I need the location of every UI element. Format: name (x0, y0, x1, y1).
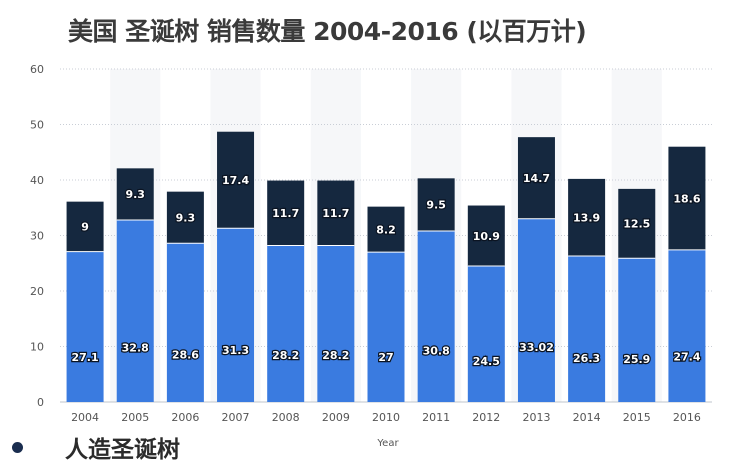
bar-segment-lower (517, 218, 555, 402)
bars (66, 131, 706, 402)
data-label: 28.2 (272, 349, 299, 362)
bar-segment-upper (367, 206, 405, 253)
bar-segment-upper (467, 205, 505, 267)
data-label: 28.6 (172, 348, 199, 361)
x-axis: 2004 2005 2006 2007 2008 2009 2010 2011 2012 2013… (71, 411, 701, 424)
data-label: 27.4 (673, 350, 700, 363)
x-tick-label: 2013 (522, 411, 550, 424)
data-label: 17.4 (222, 174, 249, 187)
data-label: 30.8 (423, 345, 450, 358)
bar-segment-upper (517, 137, 555, 219)
x-tick-label: 2015 (623, 411, 651, 424)
bar-segment-lower (116, 219, 154, 402)
data-label: 11.7 (322, 207, 349, 220)
y-axis: 0 10 20 30 40 50 60 (30, 63, 44, 409)
data-label: 14.7 (523, 172, 550, 185)
legend: 人造圣诞树 (12, 432, 180, 463)
data-label: 9.3 (125, 188, 145, 201)
y-tick-label: 60 (30, 63, 44, 76)
x-tick-label: 2011 (422, 411, 450, 424)
x-tick-label: 2005 (121, 411, 149, 424)
bar-segment-upper (267, 180, 305, 246)
bar-segment-upper (618, 188, 656, 259)
data-label: 12.5 (623, 218, 650, 231)
x-tick-label: 2007 (222, 411, 250, 424)
bar-segment-lower (467, 266, 505, 402)
x-tick-label: 2010 (372, 411, 400, 424)
bar-segment-lower (618, 258, 656, 402)
bar-segment-lower (668, 249, 706, 402)
bar-segment-upper (217, 131, 255, 229)
x-tick-label: 2016 (673, 411, 701, 424)
y-tick-label: 30 (30, 230, 44, 243)
bar-segment-upper (568, 178, 606, 257)
bar-segment-upper (66, 201, 104, 252)
legend-label: 人造圣诞树 (65, 437, 180, 463)
data-label: 33.02 (519, 341, 554, 354)
bar-segment-lower (417, 231, 455, 402)
legend-marker (12, 441, 23, 453)
y-tick-label: 40 (30, 174, 44, 187)
x-axis-label: Year (376, 438, 399, 449)
data-labels: 27.1 9 32.8 9.3 28.6 9.3 31.3 17.4 28.2 11.7 28.2 1… (70, 171, 702, 370)
bar-segment-upper (116, 168, 154, 220)
x-tick-label: 2008 (272, 411, 300, 424)
data-label: 9.5 (426, 199, 446, 212)
y-tick-label: 50 (30, 119, 44, 132)
bar-segment-upper (166, 191, 204, 244)
x-tick-label: 2014 (573, 411, 601, 424)
bar-segment-lower (166, 243, 204, 402)
x-tick-label: 2006 (171, 411, 199, 424)
data-label: 8.2 (376, 223, 396, 236)
y-tick-label: 0 (37, 396, 44, 409)
y-tick-label: 20 (30, 285, 44, 298)
bar-segment-lower (66, 251, 104, 402)
data-label: 25.9 (623, 353, 650, 366)
data-label: 9 (81, 221, 89, 234)
x-tick-label: 2009 (322, 411, 350, 424)
bar-segment-upper (317, 180, 355, 246)
data-label: 9.3 (176, 211, 196, 224)
bar-segment-lower (267, 245, 305, 402)
data-label: 10.9 (473, 230, 500, 243)
data-label: 13.9 (573, 211, 600, 224)
y-tick-label: 10 (30, 341, 44, 354)
data-label: 27.1 (72, 351, 99, 364)
bar-segment-lower (317, 245, 355, 402)
bar-segment-upper (417, 178, 455, 232)
data-label: 18.6 (673, 192, 700, 205)
bar-segment-lower (217, 228, 255, 402)
chart-title: 美国 圣诞树 销售数量 2004-2016 (以百万计) (68, 17, 587, 46)
data-label: 32.8 (122, 341, 149, 354)
data-label: 28.2 (322, 349, 349, 362)
x-tick-label: 2012 (472, 411, 500, 424)
data-label: 11.7 (272, 207, 299, 220)
data-label: 26.3 (573, 352, 600, 365)
bar-segment-lower (367, 252, 405, 402)
bar-segment-lower (568, 256, 606, 402)
x-tick-label: 2004 (71, 411, 99, 424)
data-label: 31.3 (222, 344, 249, 357)
data-label: 24.5 (473, 355, 500, 368)
data-label: 27 (378, 351, 393, 364)
bar-segment-upper (668, 146, 706, 250)
